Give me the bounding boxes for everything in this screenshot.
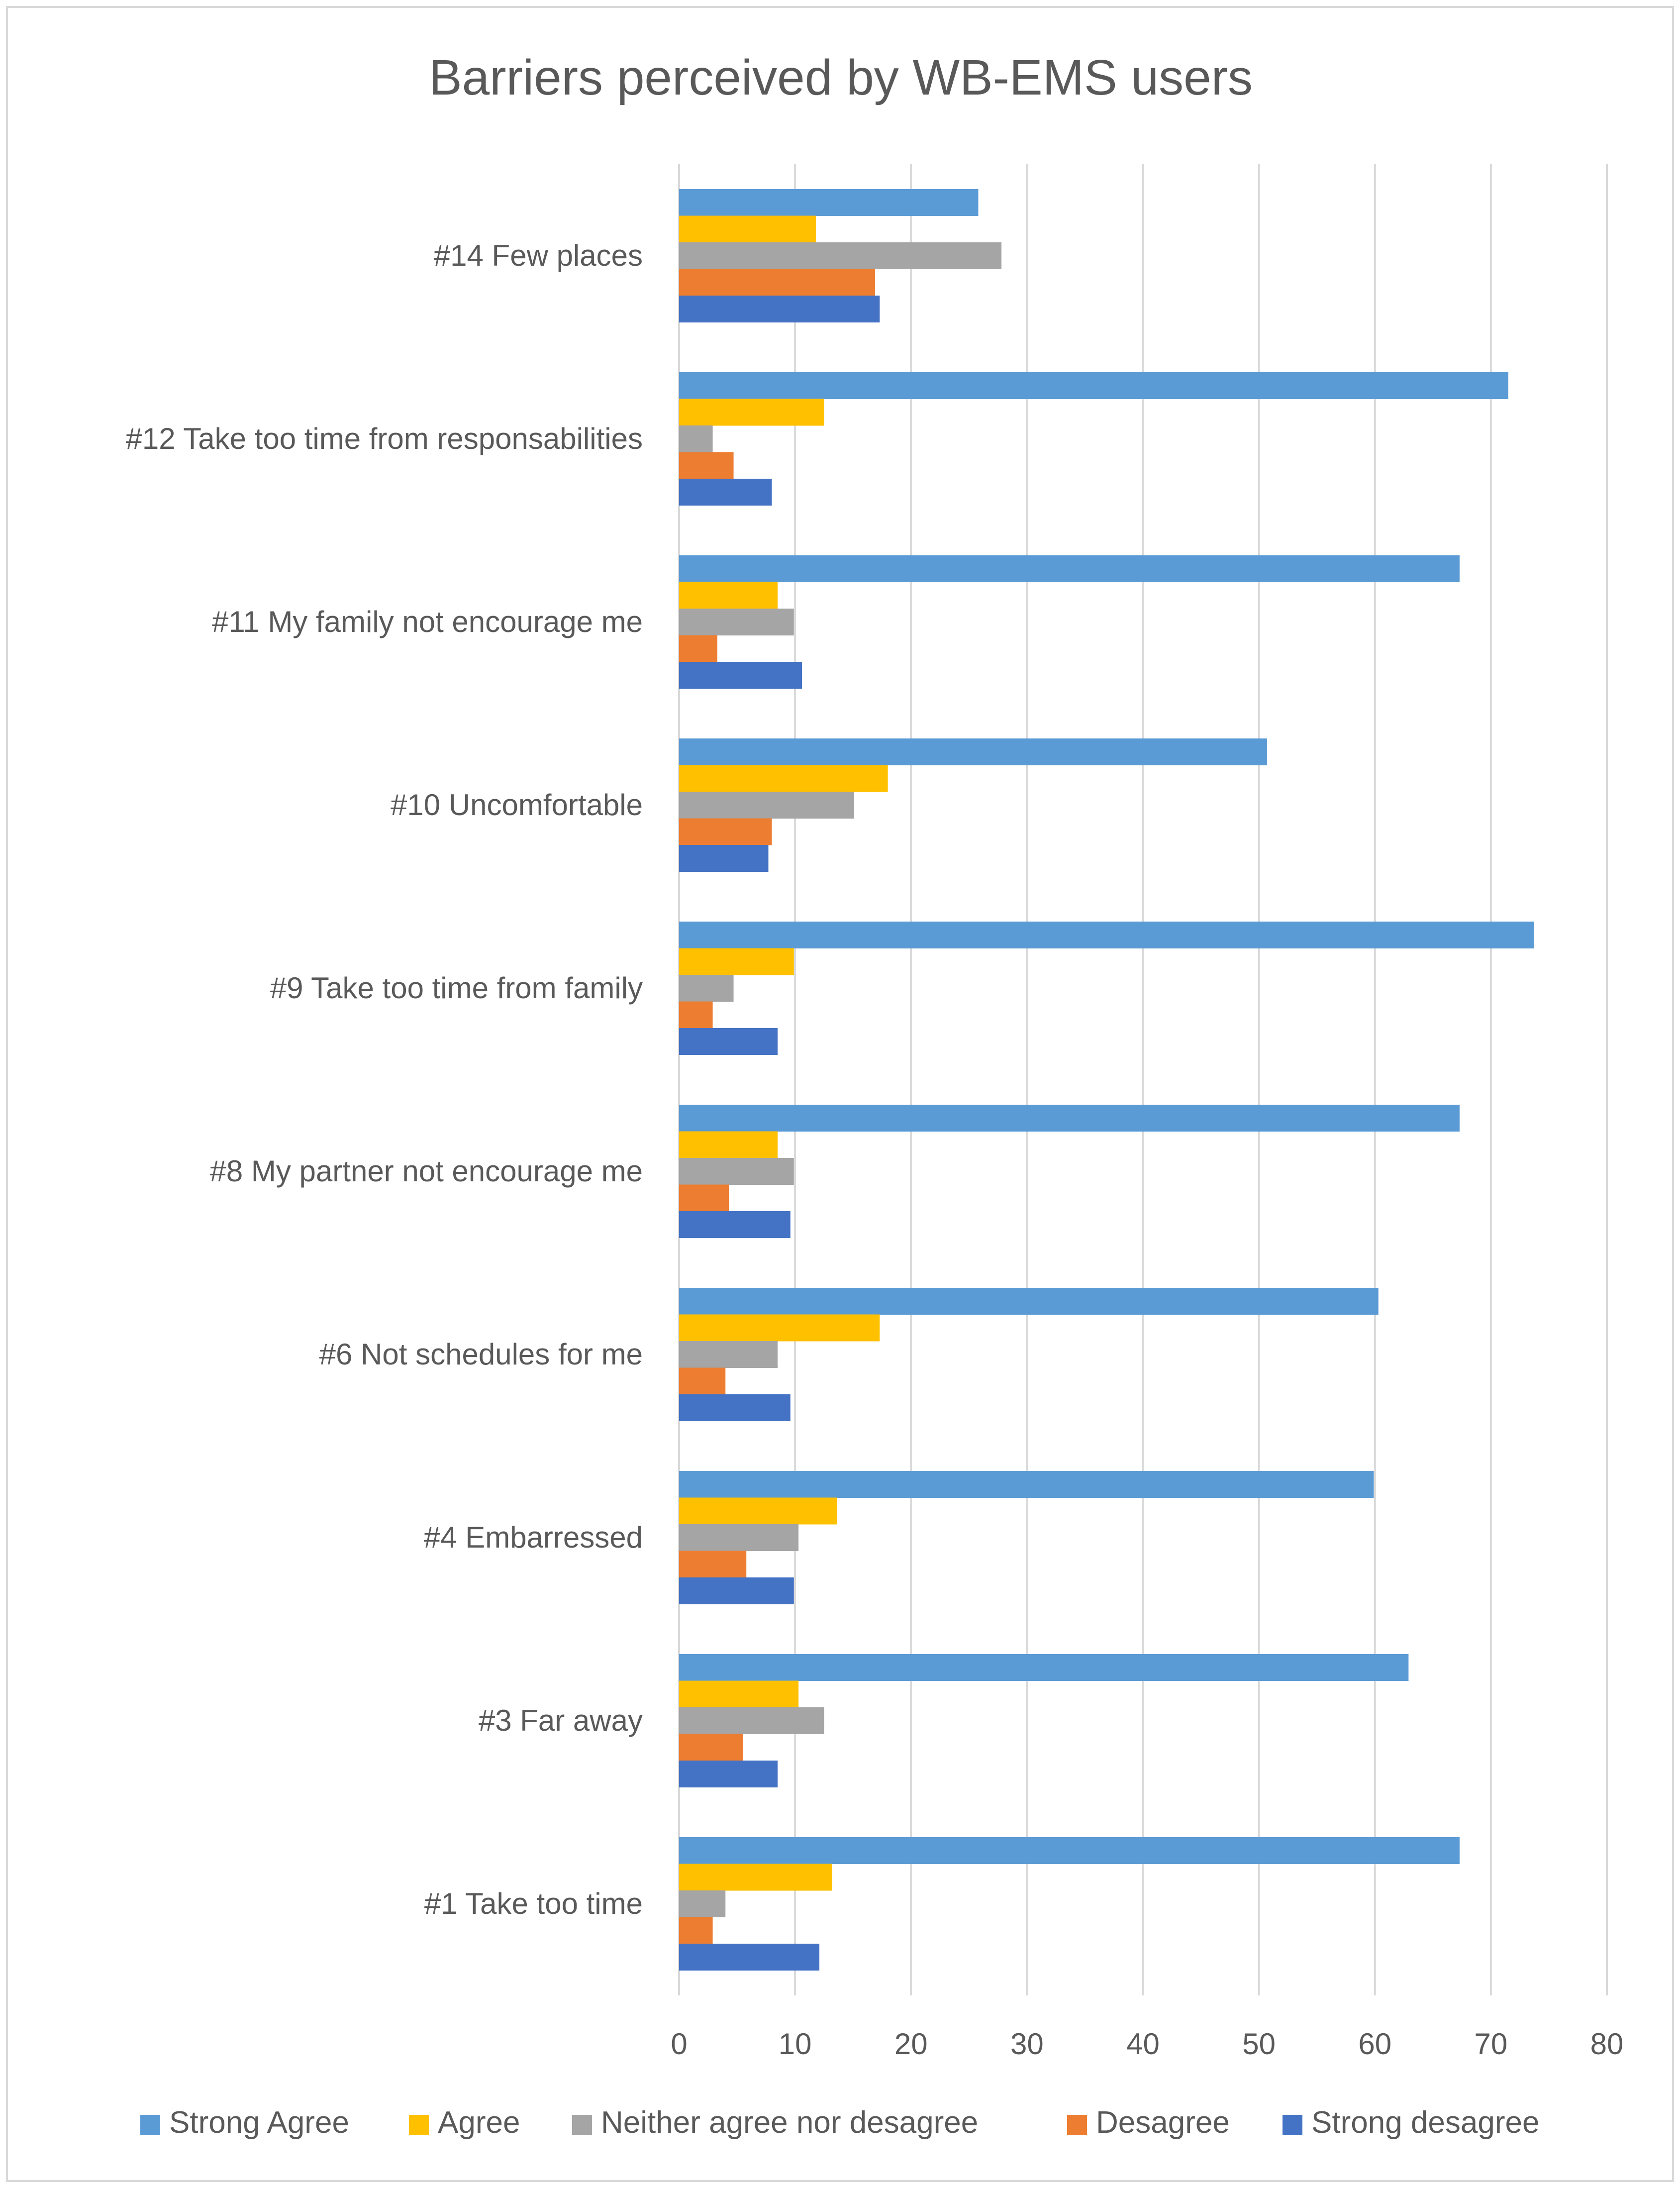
bar-strong-agree-8 [679,1471,1374,1498]
bar-desagree-5 [679,1001,713,1029]
legend-swatch-desagree [1067,2115,1087,2135]
legend-swatch-agree [409,2115,429,2135]
category-label-1: #14 Few places [434,239,643,272]
bar-desagree-8 [679,1551,747,1578]
bar-neither-agree-nor-desagree-9 [679,1707,824,1734]
x-tick-label-20: 20 [894,2027,928,2061]
bar-agree-6 [679,1131,778,1158]
bar-neither-agree-nor-desagree-10 [679,1890,726,1917]
bar-strong-agree-2 [679,372,1508,399]
bar-desagree-7 [679,1367,726,1395]
category-label-9: #3 Far away [479,1704,643,1737]
legend-label-strong-desagree: Strong desagree [1311,2105,1539,2140]
category-label-2: #12 Take too time from responsabilities [126,422,643,455]
bar-desagree-3 [679,635,717,662]
bar-desagree-2 [679,452,734,479]
bar-agree-7 [679,1314,880,1342]
bar-agree-1 [679,215,816,243]
bar-neither-agree-nor-desagree-7 [679,1341,778,1368]
bar-strong-agree-1 [679,189,979,216]
x-tick-label-80: 80 [1590,2027,1624,2061]
legend-label-strong-agree: Strong Agree [169,2105,349,2140]
x-tick-label-30: 30 [1010,2027,1044,2061]
category-label-6: #8 My partner not encourage me [210,1154,643,1188]
bar-desagree-4 [679,818,772,845]
category-label-7: #6 Not schedules for me [319,1338,643,1371]
bars [679,189,1534,1971]
bar-strong-agree-7 [679,1288,1379,1315]
x-tick-label-60: 60 [1358,2027,1391,2061]
bar-agree-3 [679,582,778,609]
category-label-4: #10 Uncomfortable [391,788,643,822]
bar-strong-desagree-4 [679,845,769,872]
legend-swatch-neither-agree-nor-desagree [572,2115,592,2135]
bar-strong-desagree-2 [679,479,772,506]
bar-strong-desagree-1 [679,296,880,322]
legend-swatch-strong-desagree [1283,2115,1302,2135]
legend-label-agree: Agree [438,2105,520,2140]
bar-neither-agree-nor-desagree-2 [679,425,713,452]
bar-strong-desagree-5 [679,1028,778,1055]
bar-strong-desagree-7 [679,1394,791,1421]
x-axis-ticks: 0 10 20 30 40 50 60 70 80 [671,2027,1623,2061]
bar-strong-agree-10 [679,1837,1460,1864]
bar-agree-4 [679,765,888,792]
x-tick-label-40: 40 [1126,2027,1160,2061]
bar-strong-desagree-3 [679,662,802,689]
bar-desagree-10 [679,1917,713,1944]
category-label-8: #4 Embarressed [424,1521,643,1554]
legend: Strong Agree Agree Neither agree nor desag… [140,2105,1539,2140]
bar-strong-agree-5 [679,922,1534,948]
bar-agree-10 [679,1864,832,1891]
bar-strong-desagree-9 [679,1761,778,1787]
chart-title: Barriers perceived by WB-EMS users [429,50,1253,105]
bar-neither-agree-nor-desagree-6 [679,1158,794,1185]
bar-strong-desagree-6 [679,1211,791,1238]
legend-swatch-strong-agree [140,2115,160,2135]
chart-border [6,6,1674,2182]
bar-neither-agree-nor-desagree-8 [679,1524,799,1551]
bar-neither-agree-nor-desagree-1 [679,242,1002,269]
bar-desagree-6 [679,1184,729,1212]
category-label-5: #9 Take too time from family [270,971,643,1005]
bar-agree-5 [679,948,794,975]
bar-agree-8 [679,1497,837,1525]
x-tick-label-0: 0 [671,2027,687,2061]
bar-desagree-9 [679,1734,743,1761]
bar-agree-2 [679,399,824,426]
x-tick-label-50: 50 [1242,2027,1276,2061]
legend-label-neither-agree-nor-desagree: Neither agree nor desagree [601,2105,978,2140]
bar-strong-desagree-8 [679,1577,794,1604]
bar-strong-agree-3 [679,555,1460,582]
x-tick-label-70: 70 [1475,2027,1508,2061]
bar-desagree-1 [679,269,875,296]
bar-agree-9 [679,1680,799,1708]
x-tick-label-10: 10 [779,2027,812,2061]
legend-label-desagree: Desagree [1096,2105,1230,2140]
category-labels: #14 Few places #12 Take too time from res… [126,239,643,1920]
bar-strong-agree-9 [679,1654,1409,1681]
bar-neither-agree-nor-desagree-4 [679,792,855,819]
bar-strong-agree-6 [679,1105,1460,1132]
category-label-3: #11 My family not encourage me [212,605,643,638]
bar-neither-agree-nor-desagree-5 [679,975,734,1002]
bar-strong-agree-4 [679,738,1267,765]
category-label-10: #1 Take too time [424,1887,643,1920]
bar-neither-agree-nor-desagree-3 [679,609,794,635]
bar-strong-desagree-10 [679,1944,820,1971]
